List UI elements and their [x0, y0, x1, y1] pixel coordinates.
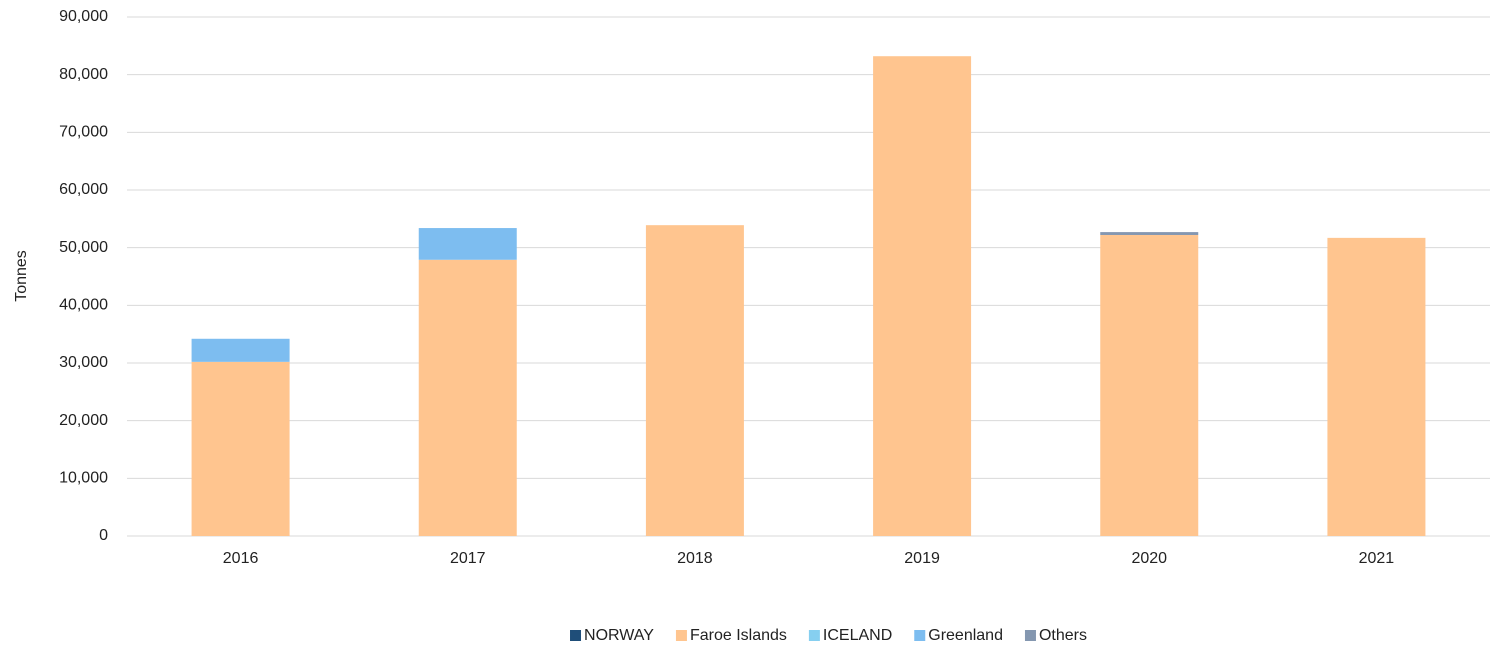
legend-label: ICELAND [823, 627, 892, 644]
legend-label: Greenland [928, 627, 1003, 644]
bar-segment [418, 259, 517, 536]
y-tick-label: 20,000 [59, 412, 108, 429]
x-tick-label: 2016 [223, 550, 259, 567]
y-axis-label: Tonnes [13, 250, 30, 302]
legend-label: NORWAY [584, 627, 654, 644]
x-tick-label: 2017 [450, 550, 486, 567]
bar-segment [418, 228, 517, 260]
legend-label: Faroe Islands [690, 627, 787, 644]
x-tick-label: 2021 [1359, 550, 1395, 567]
legend-swatch [570, 630, 582, 641]
legend-swatch [675, 630, 687, 641]
y-tick-label: 90,000 [59, 8, 108, 25]
bar-segment [1100, 232, 1199, 235]
y-tick-label: 10,000 [59, 470, 108, 487]
legend-label: Others [1039, 627, 1087, 644]
x-tick-label: 2019 [904, 550, 940, 567]
bar-segment [873, 56, 972, 537]
bar-segment [191, 361, 290, 536]
x-tick-label: 2020 [1131, 550, 1167, 567]
bar-segment [191, 338, 290, 362]
bar-segment [645, 225, 744, 536]
bar-segment [1100, 234, 1199, 537]
legend-swatch [1024, 630, 1036, 641]
y-tick-label: 30,000 [59, 354, 108, 371]
y-tick-label: 0 [99, 527, 108, 544]
legend-swatch [914, 630, 926, 641]
y-tick-label: 70,000 [59, 124, 108, 141]
y-tick-label: 40,000 [59, 297, 108, 314]
y-tick-label: 80,000 [59, 66, 108, 83]
y-tick-label: 50,000 [59, 239, 108, 256]
y-tick-label: 60,000 [59, 181, 108, 198]
bar-segment [1327, 237, 1426, 536]
x-tick-label: 2018 [677, 550, 713, 567]
legend-swatch [808, 630, 820, 641]
